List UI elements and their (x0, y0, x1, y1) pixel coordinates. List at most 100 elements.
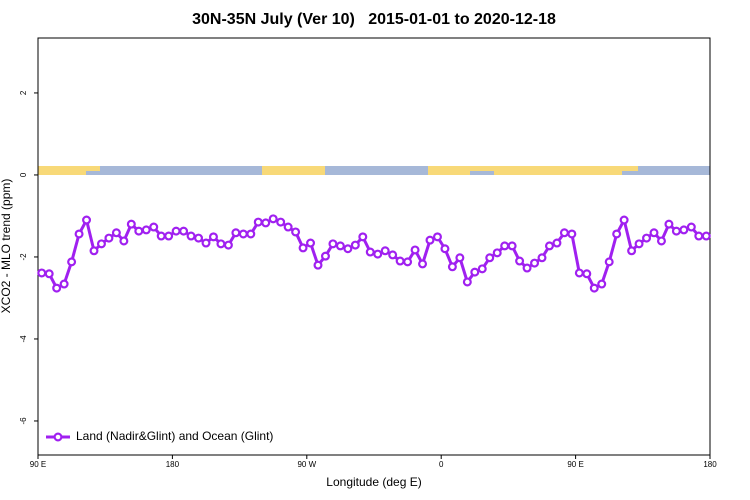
point (358, 232, 368, 242)
point (388, 250, 398, 260)
land-strip (428, 166, 470, 175)
point (559, 228, 569, 238)
point (201, 238, 211, 248)
y-axis-label: XCO2 - MLO trend (ppm) (0, 179, 13, 314)
x-axis-label: Longitude (deg E) (326, 475, 421, 489)
land-strip (86, 166, 100, 171)
point (208, 232, 218, 242)
y-tick-label: 2 (19, 90, 28, 95)
point (111, 228, 121, 238)
point (179, 226, 189, 236)
point (59, 279, 69, 289)
point (418, 259, 428, 269)
point (432, 232, 442, 242)
legend-item: Land (Nadir&Glint) and Ocean (Glint) (46, 429, 273, 443)
point (544, 241, 554, 251)
point (365, 247, 375, 257)
point (619, 215, 629, 225)
point (604, 257, 614, 267)
point (612, 229, 622, 239)
point (500, 241, 510, 251)
point (141, 225, 151, 235)
point (634, 239, 644, 249)
land-strip (262, 166, 325, 175)
point (52, 283, 62, 293)
land-strip (470, 166, 494, 171)
point (656, 236, 666, 246)
point (216, 239, 226, 249)
point (515, 256, 525, 266)
point (552, 238, 562, 248)
point (627, 246, 637, 256)
point (671, 226, 681, 236)
x-tick-label: 90 E (30, 460, 46, 469)
point (268, 214, 278, 224)
point (298, 243, 308, 253)
point (485, 253, 495, 263)
point (171, 226, 181, 236)
point (82, 215, 92, 225)
point (343, 244, 353, 254)
point (119, 236, 129, 246)
point (462, 277, 472, 287)
point (276, 217, 286, 227)
land-ocean-strip (38, 166, 710, 175)
point (686, 222, 696, 232)
point (134, 226, 144, 236)
point (104, 233, 114, 243)
point (530, 258, 540, 268)
point (194, 233, 204, 243)
point (67, 257, 77, 267)
x-tick-label: 180 (166, 460, 180, 469)
point (335, 241, 345, 251)
point (164, 231, 174, 241)
point (403, 257, 413, 267)
point (679, 225, 689, 235)
point (74, 229, 84, 239)
point (37, 268, 47, 278)
point (238, 229, 248, 239)
point (574, 268, 584, 278)
point (440, 244, 450, 254)
point (507, 241, 517, 251)
land-strip (38, 166, 86, 175)
point (149, 222, 159, 232)
x-tick-label: 90 W (297, 460, 316, 469)
legend-label: Land (Nadir&Glint) and Ocean (Glint) (76, 429, 273, 443)
x-tick-label: 180 (703, 460, 717, 469)
y-tick-label: -6 (19, 417, 28, 425)
point (649, 228, 659, 238)
point (664, 219, 674, 229)
point (470, 267, 480, 277)
point (44, 269, 54, 279)
y-tick-label: -2 (19, 253, 28, 261)
legend-marker (53, 432, 63, 442)
point (156, 231, 166, 241)
point (589, 283, 599, 293)
point (313, 260, 323, 270)
point (694, 231, 704, 241)
point (283, 222, 293, 232)
point (597, 279, 607, 289)
land-strip (494, 166, 622, 175)
point (447, 262, 457, 272)
point (492, 248, 502, 258)
point (253, 217, 263, 227)
point (701, 231, 711, 241)
point (477, 264, 487, 274)
point (522, 263, 532, 273)
point (380, 246, 390, 256)
y-tick-label: -4 (19, 335, 28, 343)
point (582, 269, 592, 279)
point (126, 219, 136, 229)
point (246, 229, 256, 239)
point (306, 238, 316, 248)
ocean-strip (38, 166, 710, 175)
point (261, 218, 271, 228)
chart-title: 30N-35N July (Ver 10) 2015-01-01 to 2020… (192, 11, 556, 28)
point (350, 240, 360, 250)
point (425, 235, 435, 245)
point (537, 253, 547, 263)
plot-frame (37, 37, 711, 456)
